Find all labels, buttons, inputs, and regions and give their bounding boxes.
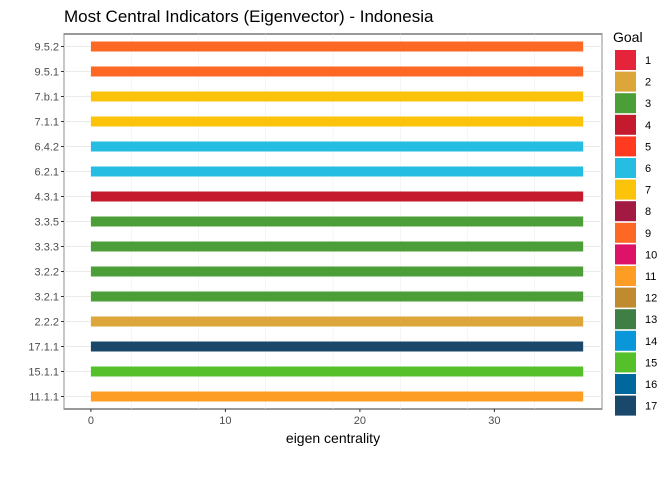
legend-label: 15 <box>645 357 657 369</box>
y-tick-label: 3.2.1 <box>35 292 59 304</box>
legend-key-11 <box>615 266 636 286</box>
x-axis: 0 10 20 30 <box>88 409 501 427</box>
legend-label: 13 <box>645 314 657 326</box>
legend-key-10 <box>615 244 636 265</box>
legend-label: 14 <box>645 336 657 348</box>
x-tick-label: 30 <box>488 415 500 427</box>
legend-label: 5 <box>645 141 651 153</box>
legend-key-5 <box>615 136 636 157</box>
y-tick-label: 4.3.1 <box>35 192 59 204</box>
y-tick-label: 7.1.1 <box>35 117 59 129</box>
legend-key-14 <box>615 330 636 351</box>
bar-3.3.5 <box>90 216 584 227</box>
y-tick-label: 9.5.2 <box>35 42 59 54</box>
legend-label: 6 <box>645 163 651 175</box>
legend-label: 3 <box>645 98 651 110</box>
bar-17.1.1 <box>90 341 584 352</box>
legend-label: 1 <box>645 55 651 67</box>
x-tick-label: 10 <box>219 415 231 427</box>
bar-3.2.1 <box>90 291 584 302</box>
chart-title: Most Central Indicators (Eigenvector) - … <box>64 7 434 26</box>
legend-label: 8 <box>645 206 651 218</box>
y-axis: 9.5.2 9.5.1 7.b.1 7.1.1 6.4.2 6.2.1 4.3.1 3.3.5… <box>28 42 64 404</box>
x-tick-label: 0 <box>88 415 94 427</box>
legend-key-16 <box>615 374 636 394</box>
bar-15.1.1 <box>90 366 584 377</box>
legend-label: 10 <box>645 249 657 261</box>
bar-2.2.2 <box>90 316 584 327</box>
legend-key-8 <box>615 201 636 222</box>
legend-key-13 <box>615 309 636 330</box>
legend-label: 11 <box>645 271 656 283</box>
y-tick-label: 9.5.1 <box>35 67 59 79</box>
legend-key-15 <box>615 352 636 373</box>
legend-label: 2 <box>645 77 651 89</box>
y-tick-label: 3.2.2 <box>35 267 59 279</box>
bars <box>90 41 584 402</box>
bar-7.b.1 <box>90 91 584 102</box>
legend-label: 4 <box>645 120 651 132</box>
x-axis-title: eigen centrality <box>286 430 380 446</box>
legend-label: 9 <box>645 228 651 240</box>
y-tick-label: 3.3.5 <box>35 217 59 229</box>
bar-3.2.2 <box>90 266 584 277</box>
legend-title: Goal <box>613 29 643 45</box>
legend-label: 12 <box>645 293 657 305</box>
y-tick-label: 3.3.3 <box>35 242 59 254</box>
legend-key-12 <box>615 287 636 308</box>
y-tick-label: 2.2.2 <box>35 317 59 329</box>
legend-key-17 <box>615 395 636 416</box>
bar-3.3.3 <box>90 241 584 252</box>
bar-6.4.2 <box>90 141 584 152</box>
y-tick-label: 6.4.2 <box>35 142 59 154</box>
legend-label: 17 <box>645 401 657 413</box>
bar-9.5.1 <box>90 66 584 77</box>
bar-7.1.1 <box>90 116 584 127</box>
legend-key-6 <box>615 158 636 178</box>
y-tick-label: 11.1.1 <box>29 392 59 404</box>
x-tick-label: 20 <box>354 415 366 427</box>
legend-key-7 <box>615 179 636 200</box>
y-tick-label: 15.1.1 <box>28 367 59 379</box>
bar-11.1.1 <box>90 391 584 402</box>
bar-4.3.1 <box>90 191 584 202</box>
legend-label: 7 <box>645 185 651 197</box>
legend-key-2 <box>615 71 636 92</box>
y-tick-label: 17.1.1 <box>28 342 59 354</box>
bar-6.2.1 <box>90 166 584 177</box>
legend-key-3 <box>615 93 636 114</box>
legend-key-9 <box>615 222 636 243</box>
legend-key-4 <box>615 114 636 135</box>
y-tick-label: 6.2.1 <box>35 167 59 179</box>
y-tick-label: 7.b.1 <box>35 92 59 104</box>
bar-9.5.2 <box>90 41 584 52</box>
legend-key-1 <box>615 50 636 70</box>
legend-label: 16 <box>645 379 657 391</box>
